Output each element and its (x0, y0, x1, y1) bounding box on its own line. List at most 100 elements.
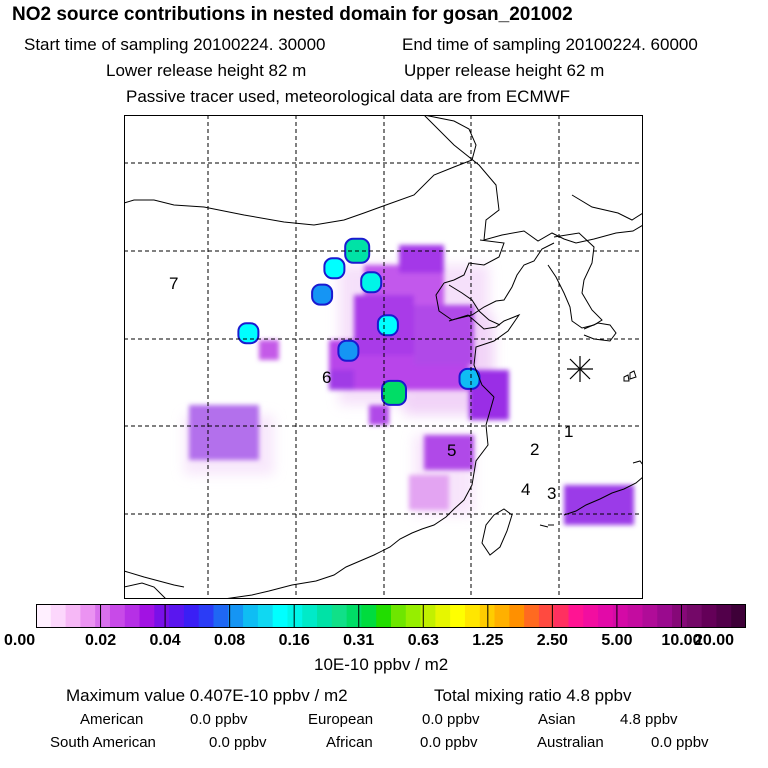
map-label-6: 6 (322, 368, 331, 387)
colorbar-tick-label: 0.02 (84, 632, 117, 649)
colorbar-segment (391, 604, 407, 628)
colorbar-segment (257, 604, 274, 628)
map-label-2: 2 (530, 440, 539, 459)
colorbar-segment (213, 604, 229, 628)
region-value-asian: 4.8 ppbv (620, 711, 678, 728)
colorbar-segment (598, 604, 614, 628)
plume-core (189, 245, 634, 525)
hotspot-cell-taiwan (381, 379, 407, 406)
colorbar-segment (169, 604, 185, 628)
map-label-7: 7 (169, 274, 178, 293)
colorbar-segment (317, 604, 333, 628)
upper-release-label: Upper release height 62 m (404, 61, 605, 80)
colorbar-segment (568, 604, 584, 628)
colorbar-tick-label: 2.50 (536, 632, 568, 649)
colorbar-segment (701, 604, 718, 628)
map-label-3: 3 (547, 484, 556, 503)
colorbar-segment (583, 604, 599, 628)
colorbar-segment (346, 604, 363, 628)
colorbar-segment (553, 604, 570, 628)
lower-release-label: Lower release height 82 m (106, 61, 307, 80)
colorbar-segment (109, 604, 126, 628)
map-label-1: 1 (564, 422, 573, 441)
colorbar-segment (672, 604, 688, 628)
region-value-african: 0.0 ppbv (420, 734, 478, 751)
colorbar-tick-label: 0.16 (278, 632, 310, 649)
region-value-south-american: 0.0 ppbv (209, 734, 267, 751)
colorbar-segment (361, 604, 377, 628)
colorbar-segment (154, 604, 170, 628)
region-name-south-american: South American (50, 734, 156, 751)
colorbar-segment (36, 604, 52, 628)
colorbar-segment (464, 604, 481, 628)
region-value-australian: 0.0 ppbv (651, 734, 709, 751)
colorbar-segment (124, 604, 141, 628)
colorbar-segment (243, 604, 259, 628)
region-value-european: 0.0 ppbv (422, 711, 480, 728)
colorbar-segment (331, 604, 348, 628)
hotspot-cell-jiangxi (337, 339, 360, 362)
colorbar-segment (139, 604, 155, 628)
chart-title: NO2 source contributions in nested domai… (12, 4, 573, 25)
colorbar-segment (450, 604, 466, 628)
hotspot-cell-henan (311, 283, 334, 306)
hotspot-layer (237, 237, 481, 406)
hotspot-cell-shandong (360, 271, 383, 294)
colorbar-segment (524, 604, 540, 628)
region-name-european: European (308, 711, 374, 728)
colorbar-tick-label: 20.00 (694, 632, 735, 649)
max-value-label: Maximum value 0.407E-10 ppbv / m2 (66, 686, 348, 705)
colorbar-segment (65, 604, 81, 628)
colorbar-segment (420, 604, 436, 628)
total-mixing-label: Total mixing ratio 4.8 ppbv (434, 686, 632, 705)
colorbar-tick-label: 0.04 (149, 632, 181, 649)
colorbar-segment (494, 604, 510, 628)
colorbar-segment (272, 604, 289, 628)
map-label-5: 5 (447, 441, 456, 460)
gridlines (124, 115, 643, 599)
colorbar-segment (95, 604, 111, 628)
colorbar-segment (627, 604, 644, 628)
map-frame (124, 115, 643, 599)
colorbar-segment (435, 604, 451, 628)
coastlines (124, 115, 643, 599)
colorbar-segment (642, 604, 658, 628)
colorbar-unit-label: 10E-10 ppbv / m2 (314, 655, 449, 674)
colorbar-frame (36, 604, 746, 628)
plume-layer (184, 245, 634, 525)
colorbar-tick-label: 5.00 (601, 632, 633, 649)
region-name-australian: Australian (537, 734, 604, 751)
hotspot-cell-shijiazhuang (323, 257, 346, 280)
map-panel: 1 2 3 4 5 6 7 (124, 115, 643, 599)
colorbar-segment (183, 604, 200, 628)
colorbar-segment (228, 604, 244, 628)
colorbar-segment (80, 604, 96, 628)
colorbar-segment (287, 604, 303, 628)
hotspot-cell-sichuan (237, 322, 260, 345)
region-name-asian: Asian (538, 711, 576, 728)
colorbar-segment (50, 604, 67, 628)
colorbar-segment (716, 604, 732, 628)
colorbar-tick-label: 0.31 (343, 632, 375, 649)
colorbar-segment (657, 604, 673, 628)
hotspot-cell-shanghai-jiangsu (376, 314, 399, 337)
colorbar-tick-label: 1.25 (472, 632, 504, 649)
region-labels: 1 2 3 4 5 6 7 (169, 274, 573, 503)
colorbar-tick-label: 0.63 (407, 632, 439, 649)
colorbar-segment (686, 604, 703, 628)
colorbar-tick-label: 0.08 (214, 632, 246, 649)
tracer-note: Passive tracer used, meteorological data… (126, 87, 571, 106)
end-time-label: End time of sampling 20100224. 60000 (402, 35, 698, 54)
colorbar-segment (731, 604, 746, 628)
region-name-african: African (326, 734, 373, 751)
start-time-label: Start time of sampling 20100224. 30000 (24, 35, 326, 54)
colorbar-segment (376, 604, 392, 628)
colorbar-segment (405, 604, 422, 628)
colorbar-tick-label: 0.00 (4, 632, 36, 649)
receptor-star-icon (567, 356, 593, 382)
map-label-4: 4 (521, 480, 530, 499)
region-name-american: American (80, 711, 144, 728)
colorbar-segment (198, 604, 215, 628)
colorbar-tick-label: 10.00 (661, 632, 702, 649)
colorbar-segment (302, 604, 318, 628)
